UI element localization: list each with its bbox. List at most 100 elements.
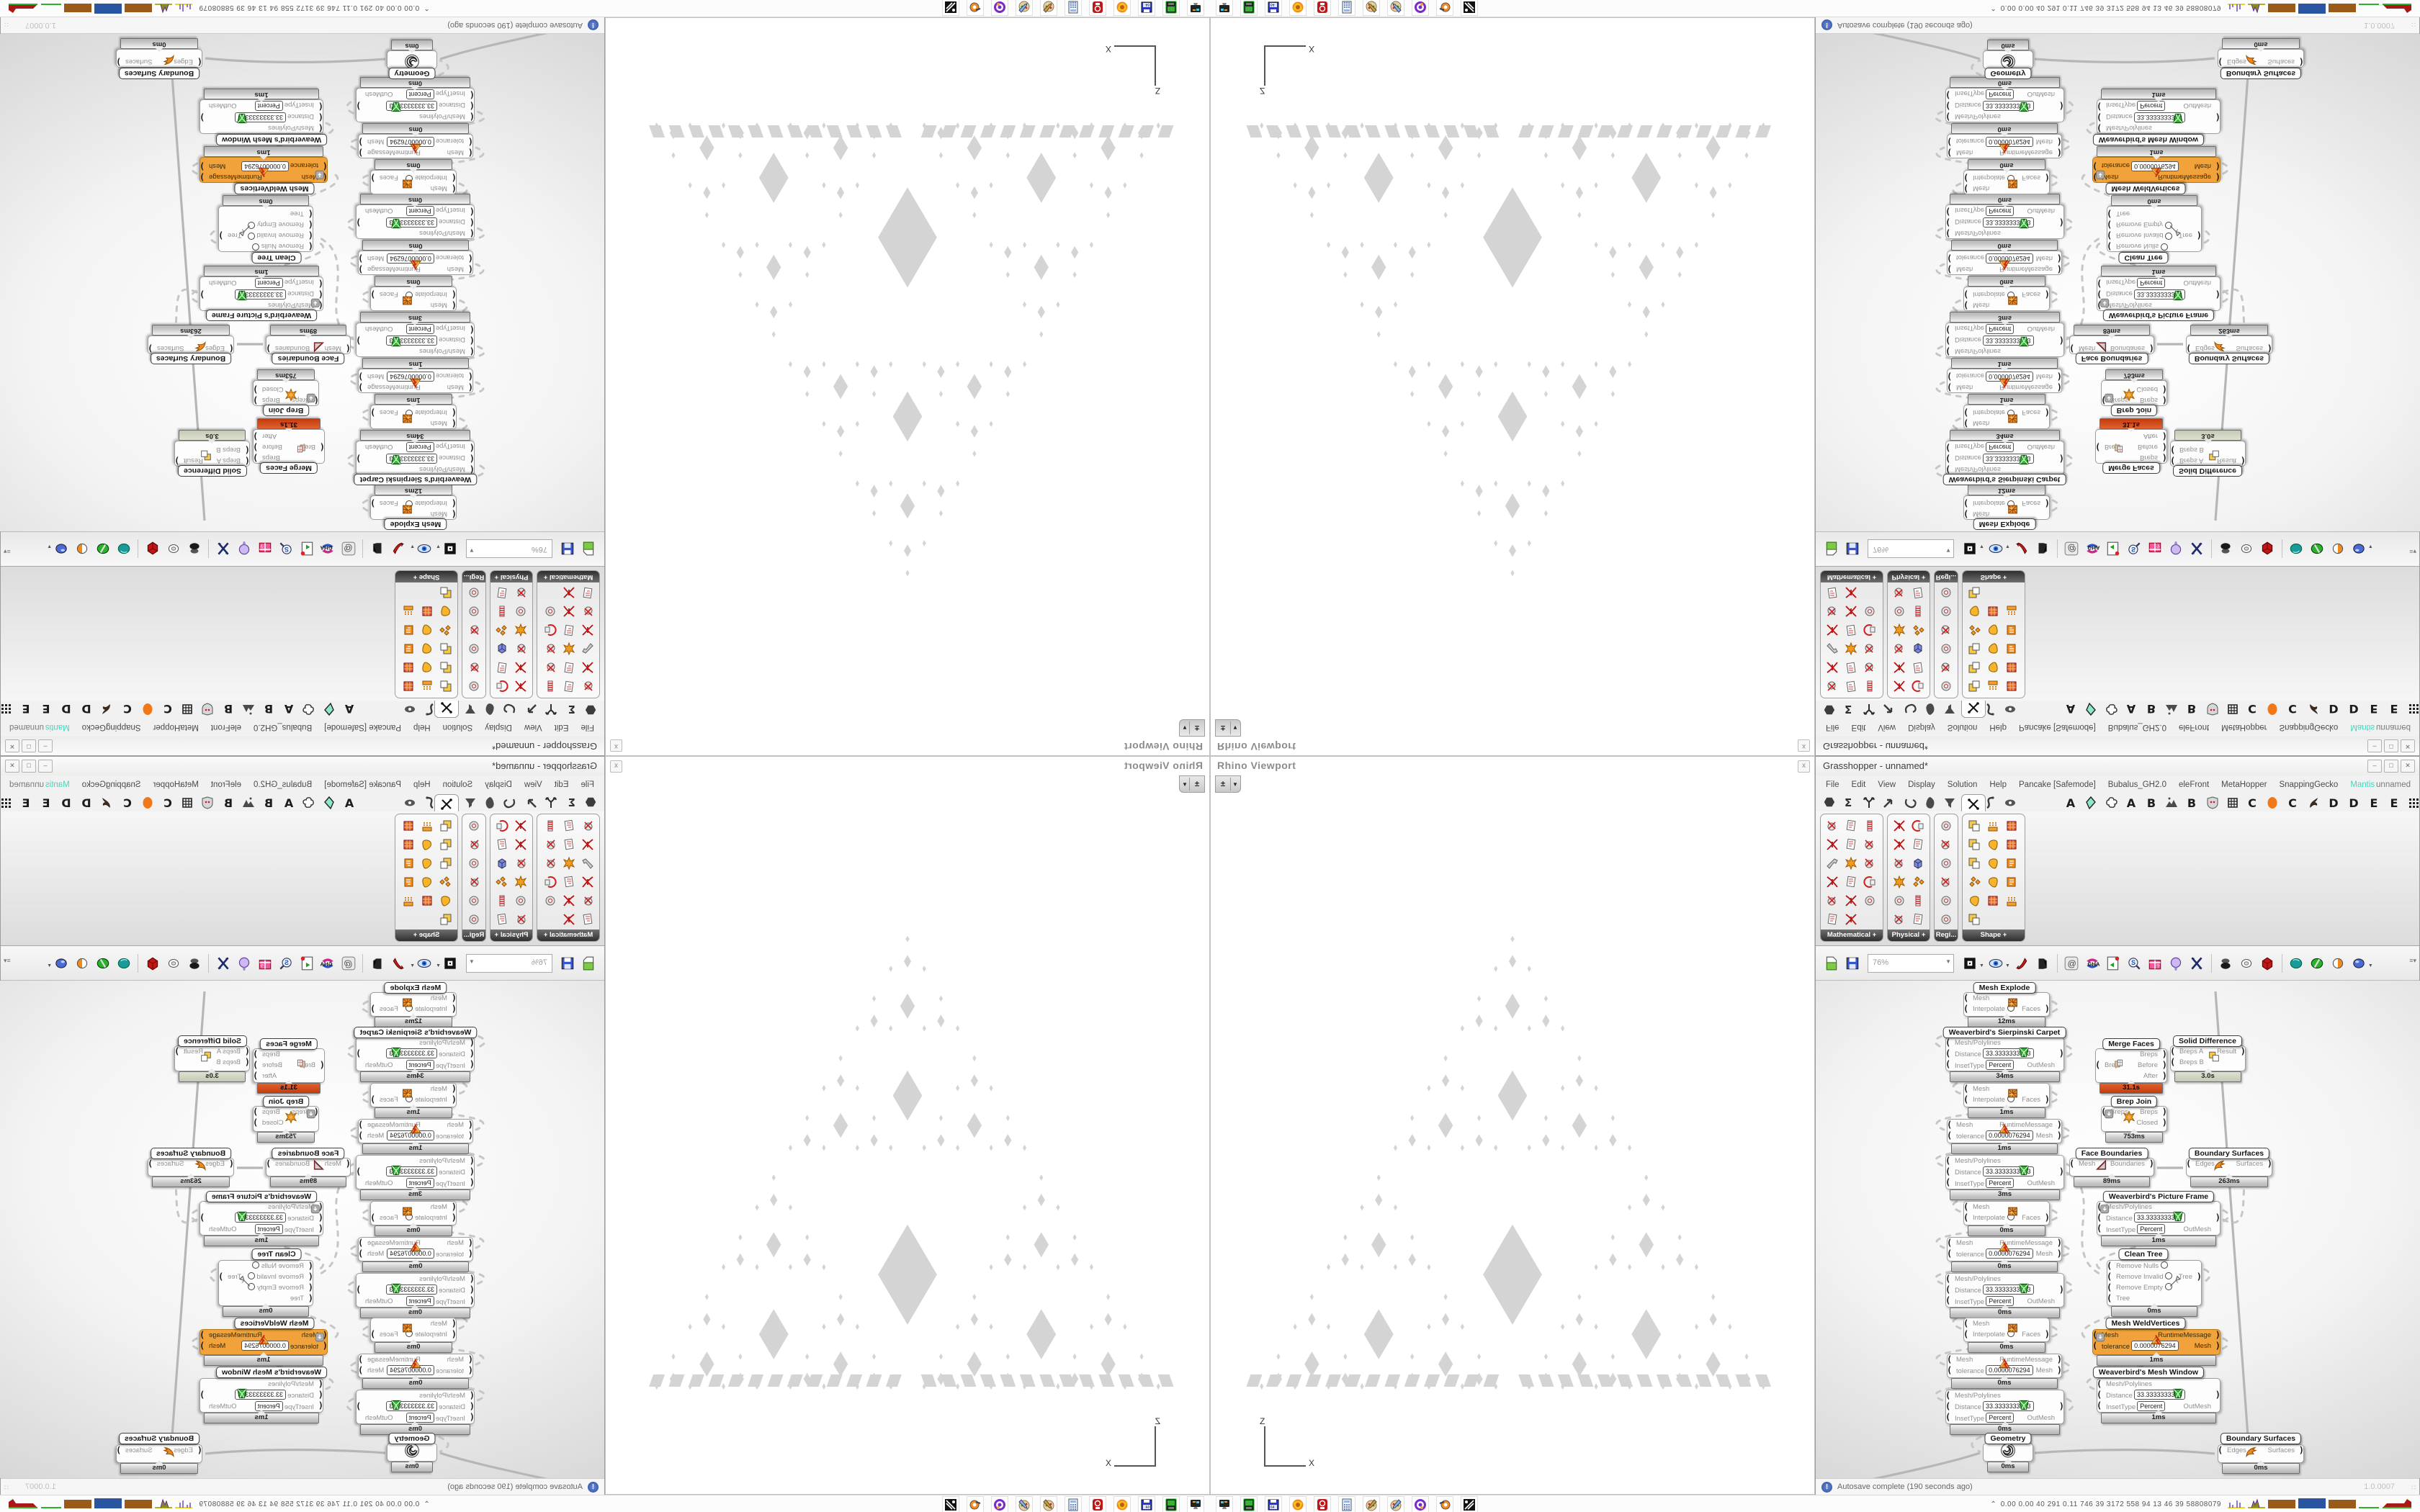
component-icon-ybox2[interactable] [1965, 677, 1984, 696]
component-icon-clawx[interactable] [511, 816, 530, 835]
calculator-icon[interactable] [1065, 0, 1082, 16]
chevron-down-icon[interactable]: ▼ [1979, 544, 1984, 549]
component-icon-cshape[interactable] [493, 816, 511, 835]
node-clean-tree[interactable]: (Remove Nulls(Remove Invalid Tree)(Remove… [2107, 195, 2202, 252]
node-canvas[interactable]: Mesh Explode Weaverbird's Sierpinski Carp… [1816, 34, 2420, 531]
tab-plugin-mountain[interactable] [239, 701, 258, 718]
component-icon-clawx[interactable] [560, 910, 578, 929]
menu-item-solution[interactable]: Solution [442, 780, 473, 789]
ribbon-group-label[interactable]: Shape + [395, 930, 457, 941]
node-mesh-explode-2[interactable]: (Mesh(Interpolate Faces) 1ms [1963, 1083, 2050, 1118]
toggle-circle[interactable] [251, 243, 259, 251]
component-icon-ydia[interactable] [493, 621, 511, 639]
tab-sets[interactable] [542, 794, 560, 811]
tab-plugin-e2[interactable]: E [2390, 702, 2398, 716]
component-icon-ypile[interactable] [2002, 602, 2021, 621]
palette-icon[interactable] [1363, 0, 1380, 16]
component-icon-cxr[interactable] [1860, 835, 1879, 854]
toggle-circle[interactable] [2165, 1272, 2173, 1279]
zoom-extents-button[interactable] [440, 953, 460, 974]
chevron-down-icon[interactable]: ▼ [2367, 544, 2373, 549]
component-icon-yflag[interactable] [2002, 854, 2021, 873]
component-icon-ypile[interactable] [418, 816, 436, 835]
save-file-button[interactable] [557, 539, 578, 560]
value-input[interactable]: Percent [405, 1060, 434, 1070]
tab-plugin-c1[interactable]: C [163, 796, 172, 810]
component-icon-colr[interactable] [541, 677, 560, 696]
node-mesh-explode-4[interactable]: (Mesh(Interpolate Faces) 0ms [1963, 159, 2050, 194]
node-solid-difference[interactable]: (Breps A Result)(Breps B 3.0s [2170, 430, 2246, 467]
tab-vector[interactable] [522, 701, 541, 718]
sketch-pen-button[interactable] [2012, 539, 2032, 560]
preview-eye-button[interactable] [1986, 539, 2006, 560]
component-icon-ygrid[interactable] [399, 816, 418, 835]
node-solid-difference[interactable]: (Breps A Result)(Breps B 3.0s [174, 1045, 250, 1082]
avatar-at-button[interactable]: @ [2061, 953, 2081, 974]
tab-display[interactable] [2001, 794, 2020, 811]
tab-plugin-a1[interactable]: A [2066, 796, 2076, 810]
finder-s-button[interactable]: S [2124, 953, 2144, 974]
new-document-button[interactable] [578, 539, 599, 560]
component-icon-yblob[interactable] [1984, 873, 2002, 891]
component-icon-ygrid[interactable] [399, 677, 418, 696]
component-icon-lens[interactable] [511, 602, 530, 621]
component-icon-cxr[interactable] [1890, 639, 1909, 658]
node-boundary-surfaces-2[interactable]: (Edges Surfaces) 0ms [116, 38, 202, 68]
tab-plugin-grid[interactable] [2223, 701, 2242, 718]
tab-surface[interactable] [480, 794, 499, 811]
tab-plugin-b1[interactable]: B [2146, 702, 2156, 716]
tab-plugin-d1[interactable]: D [81, 796, 91, 810]
component-icon-lens[interactable] [541, 602, 560, 621]
menu-item-solution[interactable]: Solution [1947, 723, 1978, 732]
component-icon-pgr[interactable] [560, 835, 578, 854]
tab-plugin-a2[interactable]: A [284, 702, 294, 716]
grasshopper-titlebar[interactable]: Grasshopper - unnamed* – □ ✕ [1816, 757, 2419, 775]
value-input[interactable]: Percent [405, 89, 434, 99]
node-face-boundaries[interactable]: (Mesh Boundaries) 89ms [266, 325, 351, 354]
floppy-64-icon[interactable]: 64 [1138, 0, 1155, 16]
component-icon-lens[interactable] [465, 639, 483, 658]
component-icon-saw[interactable] [1823, 854, 1842, 873]
component-icon-lens[interactable] [1860, 891, 1879, 910]
publish-badge-icon[interactable] [309, 1204, 321, 1219]
tab-mesh[interactable] [461, 794, 480, 811]
component-icon-pgr[interactable] [560, 658, 578, 677]
tab-plugin-a2[interactable]: A [2126, 796, 2136, 810]
node-mesh-explode-4[interactable]: (Mesh(Interpolate Faces) 0ms [370, 159, 457, 194]
zoom-extents-button[interactable] [1960, 539, 1980, 560]
component-icon-yblob[interactable] [418, 854, 436, 873]
menu-item-edit[interactable]: Edit [1851, 723, 1866, 732]
menu-item-view[interactable]: View [524, 780, 542, 789]
publish-badge-icon[interactable] [305, 388, 316, 403]
component-icon-ygrid[interactable] [418, 891, 436, 910]
publish-badge-icon[interactable] [313, 165, 325, 180]
component-icon-saw[interactable] [1823, 639, 1842, 658]
palette-icon-2[interactable] [1016, 1496, 1033, 1512]
value-input[interactable]: Percent [2137, 1401, 2166, 1411]
component-icon-ygrid[interactable] [2002, 658, 2021, 677]
green-terminal-icon[interactable] [1162, 0, 1180, 16]
tab-maths[interactable]: Σ [1839, 794, 1858, 811]
tab-plugin-c2[interactable]: C [123, 796, 132, 810]
component-icon-yflag[interactable] [2002, 639, 2021, 658]
grasshopper-titlebar[interactable]: Grasshopper - unnamed* – □ ✕ [1, 757, 604, 775]
node-merge-faces[interactable]: Breps)(Brep Before) After) 31.1s [253, 418, 325, 464]
toolbar-overflow-icon[interactable]: ≡▾ [4, 548, 11, 555]
component-icon-yblob[interactable] [418, 621, 436, 639]
component-icon-yblob[interactable] [436, 602, 455, 621]
component-icon-lens[interactable] [1937, 816, 1955, 835]
node-merge-faces[interactable]: Breps)(Brep Before) After) 31.1s [2095, 418, 2167, 464]
component-icon-cxr[interactable] [1860, 658, 1879, 677]
sketch-pen-button[interactable] [388, 539, 408, 560]
node-clean-tree[interactable]: (Remove Nulls(Remove Invalid Tree)(Remove… [2107, 1260, 2202, 1317]
tab-plugin-mountain[interactable] [239, 794, 258, 811]
component-icon-ygrid[interactable] [1984, 891, 2002, 910]
